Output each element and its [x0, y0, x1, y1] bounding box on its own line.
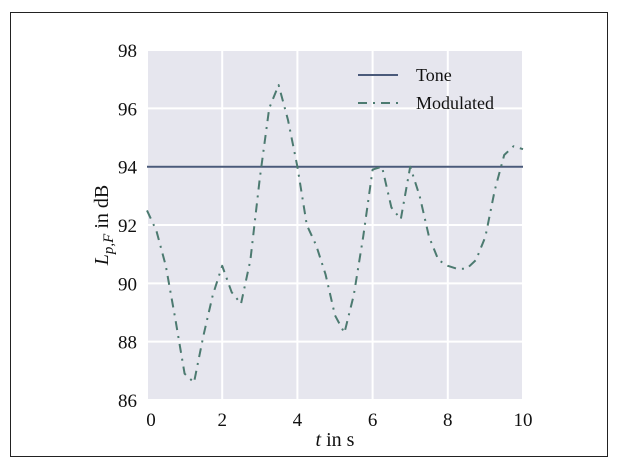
x-tick-label: 8 [443, 410, 453, 431]
y-tick-label: 94 [118, 158, 138, 179]
y-axis-label: Lp,F in dB [91, 185, 117, 266]
series-lines [146, 84, 524, 384]
y-tick-label: 88 [118, 333, 137, 354]
series-line-modulated [146, 84, 524, 384]
x-tick-label: 0 [146, 410, 156, 431]
y-tick-label: 96 [118, 99, 137, 120]
x-tick-label: 6 [368, 410, 378, 431]
y-tick-label: 90 [118, 274, 137, 295]
legend-label-modulated: Modulated [416, 93, 494, 113]
x-tick-label: 4 [293, 410, 303, 431]
legend-label-tone: Tone [416, 65, 452, 85]
tick-labels: 0 2 4 6 8 10 86 88 90 92 94 96 98 [118, 41, 533, 431]
y-tick-label: 98 [118, 41, 137, 62]
x-axis-label: t in s [316, 429, 355, 451]
x-tick-label: 2 [217, 410, 227, 431]
legend: Tone Modulated [358, 65, 494, 113]
y-tick-label: 92 [118, 216, 137, 237]
y-tick-label: 86 [118, 391, 137, 412]
x-tick-label: 10 [514, 410, 533, 431]
